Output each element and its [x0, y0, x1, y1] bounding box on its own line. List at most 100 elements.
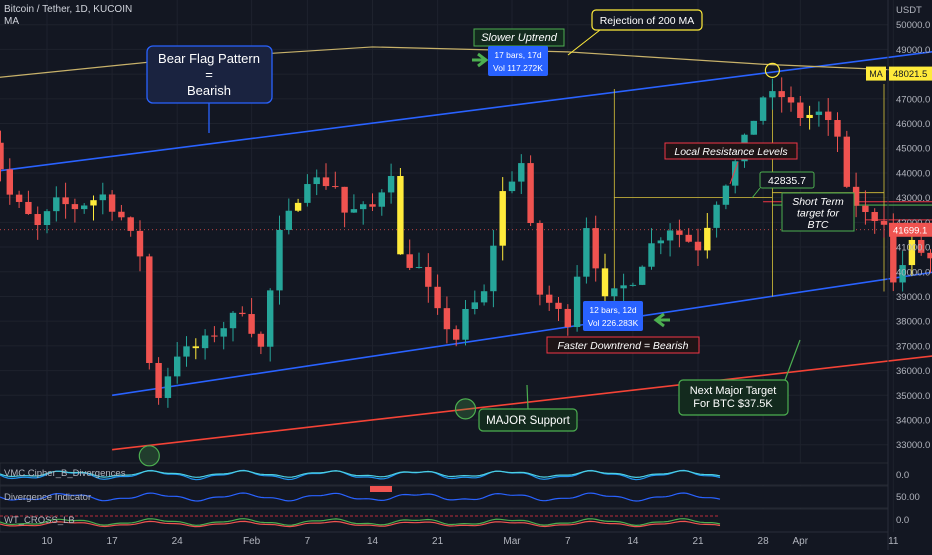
- candle-body: [499, 191, 506, 246]
- divergence-value: 50.00: [896, 492, 920, 503]
- candle-body: [806, 114, 813, 118]
- candle-body: [722, 185, 730, 205]
- candle-body: [564, 308, 571, 328]
- candle-body: [629, 284, 637, 286]
- candle-body: [341, 186, 348, 213]
- candle-body: [322, 177, 330, 187]
- local-resistance-box: [664, 142, 798, 160]
- local-resistance-text: Local Resistance Levels: [674, 146, 788, 158]
- candle-body: [434, 286, 441, 309]
- candle-body: [378, 192, 385, 207]
- ma-line: [0, 46, 932, 78]
- last-price-bg: [889, 222, 932, 237]
- divergence-label: Divergence Indicator: [4, 492, 91, 503]
- indicator-pane: [0, 485, 889, 509]
- candle-body: [239, 312, 246, 315]
- candle-body: [518, 163, 525, 182]
- wt-label: WT_CROSS_LB: [4, 515, 75, 526]
- time-tick-label: Mar: [503, 536, 521, 547]
- candle-body: [90, 200, 97, 206]
- candle-body: [462, 308, 469, 340]
- ma-tag: MA: [869, 69, 883, 79]
- time-tick-label: Apr: [793, 536, 809, 547]
- bear-flag-text: Bear Flag Pattern: [158, 51, 260, 66]
- candle-body: [183, 346, 190, 357]
- candle-body: [453, 329, 460, 340]
- candle-body: [108, 194, 116, 212]
- channel-upper-line: [0, 50, 932, 172]
- green-arrow-icon: [653, 312, 670, 328]
- measure-top-text: Vol 117.272K: [493, 63, 543, 73]
- candle-body: [192, 346, 199, 349]
- short-term-text: Short Term: [792, 196, 844, 208]
- candle-body: [899, 265, 906, 283]
- support-touch-circle: [454, 398, 477, 420]
- price-tick-label: 37000.0: [896, 341, 930, 352]
- candle-body: [99, 194, 106, 201]
- candle-body: [25, 201, 32, 215]
- candle-body: [229, 312, 237, 329]
- support-touch-circle: [138, 445, 160, 467]
- candle-body: [81, 205, 88, 210]
- chart-header: Bitcoin / Tether, 1D, KUCOIN MA: [4, 4, 132, 28]
- callouts: Bear Flag Pattern=Bearish Slower Uptrend R…: [146, 9, 855, 432]
- candle-body: [843, 136, 850, 187]
- time-tick-label: 21: [432, 536, 444, 547]
- price-tick-label: 50000.0: [896, 20, 930, 31]
- candle-body: [927, 252, 932, 259]
- candle-body: [639, 266, 646, 285]
- next-target-text: Next Major Target: [690, 385, 777, 397]
- next-target-pointer: [784, 339, 801, 381]
- candle-body: [871, 212, 878, 222]
- bear-flag-text: =: [205, 67, 213, 82]
- candle-body: [34, 214, 41, 226]
- candles: [0, 77, 932, 408]
- candle-body: [825, 111, 832, 121]
- candle-body: [508, 181, 516, 192]
- bear-flag-text: Bearish: [187, 83, 231, 98]
- time-tick-label: 17: [107, 536, 119, 547]
- candle-body: [15, 194, 23, 202]
- time-axis: 101724Feb71421Mar7142128Apr111825May16: [0, 531, 899, 547]
- candle-body: [546, 294, 553, 303]
- candle-body: [666, 230, 674, 241]
- candle-body: [332, 186, 339, 188]
- price-tick-label: 36000.0: [896, 366, 930, 377]
- candle-body: [285, 210, 292, 230]
- price-tick-label: 34000.0: [896, 416, 930, 427]
- divergence-line: [0, 492, 721, 502]
- time-tick-label: Feb: [243, 536, 261, 547]
- time-tick-label: 14: [367, 536, 379, 547]
- candle-body: [527, 163, 534, 224]
- candle-body: [62, 197, 69, 205]
- candle-body: [294, 202, 302, 211]
- candle-body: [890, 224, 897, 283]
- resistance-price-pointer: [751, 187, 761, 199]
- ma-value: 48021.5: [893, 69, 927, 80]
- candle-body: [759, 97, 767, 121]
- time-tick-label: 28: [758, 536, 770, 547]
- candle-body: [350, 209, 358, 213]
- candle-body: [313, 177, 320, 185]
- time-tick-label: 11: [888, 536, 899, 547]
- currency-label: USDT: [896, 5, 922, 16]
- rejection-circle: [764, 62, 781, 79]
- candle-body: [694, 241, 702, 251]
- measure-bottom-box: [583, 301, 643, 331]
- ma-tag-bg: [866, 66, 886, 81]
- time-tick-label: 7: [565, 536, 571, 547]
- candle-body: [397, 176, 404, 255]
- ma-legend-label: MA: [4, 16, 19, 27]
- candle-body: [862, 205, 869, 213]
- candle-body: [387, 176, 395, 193]
- candle-body: [713, 204, 720, 228]
- candle-body: [136, 230, 144, 257]
- price-tick-label: 47000.0: [896, 94, 930, 105]
- candle-body: [657, 240, 664, 244]
- time-tick-label: 21: [692, 536, 704, 547]
- measure-bottom-text: 12 bars, 12d: [589, 305, 637, 315]
- candle-body: [769, 91, 776, 98]
- price-tick-label: 44000.0: [896, 168, 930, 179]
